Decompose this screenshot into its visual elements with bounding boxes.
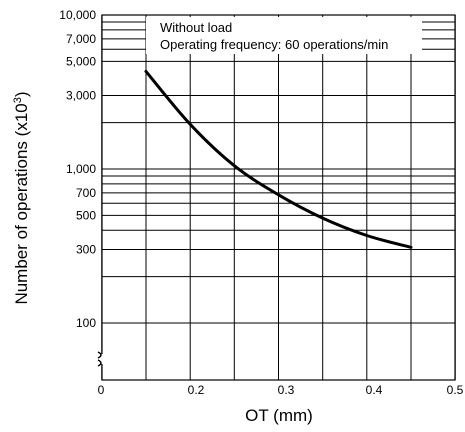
series-line [144,69,413,249]
y-tick-label: 3,000 [66,89,96,103]
axis-break-gap [97,354,107,364]
y-tick-label: 1,000 [66,162,96,176]
annotation-operating-frequency: Operating frequency: 60 operations/min [160,37,388,52]
y-tick-label: 10,000 [59,8,96,22]
y-tick-label: 5,000 [66,54,96,68]
plot-frame [101,14,456,381]
x-tick-label: 0.5 [447,383,464,397]
y-axis-unit-close: ) [12,91,31,97]
x-tick-labels: 0 0.2 0.3 0.4 0.5 [98,383,464,397]
annotation-without-load: Without load [160,20,232,35]
axis-break-mark [97,351,107,367]
y-tick-label: 700 [76,186,96,200]
x-tick-label: 0.2 [188,383,205,397]
y-tick-labels: 10,000 7,000 5,000 3,000 1,000 700 500 300 100 [59,8,96,330]
y-axis-label: Number of operations [12,141,31,304]
y-axis-unit-exponent: 3 [12,97,24,103]
grid [101,14,456,380]
y-axis-unit: (x10 [12,103,31,136]
y-tick-label: 7,000 [66,32,96,46]
y-tick-label: 300 [76,243,96,257]
x-tick-label: 0.4 [366,383,383,397]
x-tick-label: 0.3 [278,383,295,397]
y-tick-label: 100 [76,316,96,330]
axis-break-symbol [97,351,102,367]
annotation-box [146,17,422,54]
x-tick-label: 0 [98,383,105,397]
y-tick-label: 500 [76,208,96,222]
y-axis-title: Number of operations (x103) [12,91,31,304]
x-axis-title: OT (mm) [245,406,313,425]
